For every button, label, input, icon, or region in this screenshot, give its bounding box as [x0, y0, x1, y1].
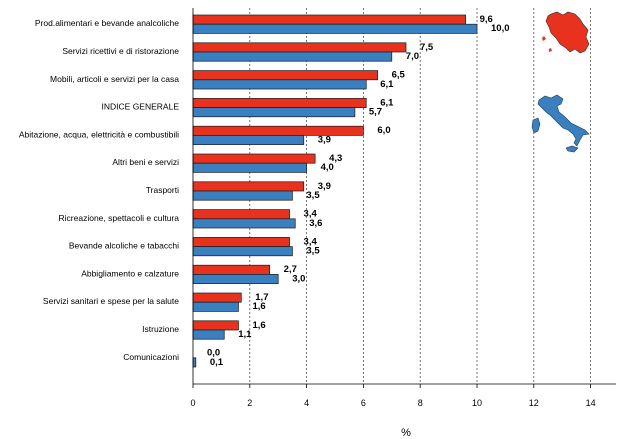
- value-label-toscana: 2,7: [284, 264, 297, 275]
- value-label-toscana: 4,3: [329, 153, 342, 164]
- bar-italia: [192, 274, 279, 284]
- value-label-italia: 0,1: [210, 357, 224, 368]
- bar-toscana: [192, 264, 271, 275]
- value-label-italia: 3,9: [318, 134, 331, 145]
- value-label-italia: 3,0: [292, 273, 305, 284]
- value-label-toscana: 1,6: [252, 320, 265, 331]
- bar-italia: [192, 357, 197, 368]
- value-label-italia: 4,0: [321, 162, 334, 173]
- x-tick-label: 10: [472, 398, 482, 408]
- value-label-toscana: 9,6: [480, 14, 493, 25]
- bar-toscana: [192, 98, 367, 108]
- bars: [192, 14, 478, 368]
- category-label: Abbigliamento e calzature: [81, 268, 179, 278]
- bar-toscana: [192, 14, 466, 25]
- tuscany-map-icon: [542, 11, 590, 54]
- bar-italia: [192, 79, 367, 90]
- bar-toscana: [192, 209, 290, 220]
- bar-italia: [192, 23, 478, 34]
- bar-toscana: [192, 320, 239, 331]
- category-label: Mobili, articoli e servizi per la casa: [50, 74, 179, 84]
- x-tick-label: 2: [247, 398, 252, 408]
- gridlines: [249, 8, 591, 384]
- bar-toscana: [192, 70, 378, 81]
- bar-toscana: [192, 125, 364, 136]
- bar-italia: [192, 329, 225, 340]
- bar-italia: [192, 218, 296, 229]
- category-label: Istruzione: [142, 324, 179, 334]
- x-tick-label: 0: [190, 398, 195, 408]
- bar-italia: [192, 190, 293, 201]
- category-labels: Prod.alimentari e bevande analcoliche Ser…: [19, 18, 179, 362]
- category-label: Comunicazioni: [123, 352, 179, 362]
- bar-italia: [192, 301, 239, 312]
- category-label: Altri beni e servizi: [112, 157, 179, 167]
- bar-toscana: [192, 292, 242, 303]
- value-label-toscana: 6,5: [392, 70, 406, 81]
- category-label: Servizi sanitari e spese per la salute: [43, 296, 179, 306]
- category-label: Ricreazione, spettacoli e cultura: [59, 213, 180, 223]
- value-label-italia: 3,5: [306, 246, 320, 257]
- value-label-toscana: 3,9: [318, 181, 331, 192]
- value-label-toscana: 3,4: [304, 236, 318, 247]
- x-tick-label: 4: [304, 398, 309, 408]
- bar-italia: [192, 246, 293, 257]
- value-label-italia: 5,7: [369, 107, 382, 118]
- italy-map-icon: [531, 94, 590, 153]
- value-label-toscana: 6,1: [380, 97, 394, 108]
- value-label-toscana: 7,5: [420, 42, 434, 53]
- bar-toscana: [192, 153, 316, 164]
- category-label: INDICE GENERALE: [102, 102, 180, 112]
- value-label-toscana: 1,7: [255, 292, 268, 303]
- bar-toscana: [192, 181, 305, 192]
- bar-italia: [192, 51, 393, 62]
- value-label-italia: 1,1: [238, 329, 252, 340]
- category-label: Abitazione, acqua, elettricità e combust…: [19, 129, 179, 139]
- x-tick-label: 14: [586, 398, 596, 408]
- x-tick-label: 12: [529, 398, 539, 408]
- x-tick-label: 8: [418, 398, 423, 408]
- bar-toscana: [192, 237, 290, 247]
- value-label-italia: 7,0: [406, 51, 419, 62]
- bar-toscana: [192, 42, 407, 53]
- value-label-toscana: 0,0: [207, 348, 220, 359]
- category-label: Bevande alcoliche e tabacchi: [69, 241, 179, 251]
- tick-labels: 0 2 4 6 8 10 12 14: [190, 398, 595, 408]
- bar-italia: [192, 107, 356, 118]
- x-tick-label: 6: [361, 398, 366, 408]
- category-label: Prod.alimentari e bevande analcoliche: [35, 18, 179, 28]
- axes: [192, 8, 616, 388]
- value-label-italia: 10,0: [491, 23, 510, 34]
- value-labels: 9,610,07,57,06,56,16,15,76,03,94,34,03,9…: [207, 14, 510, 368]
- category-label: Servizi ricettivi e di ristorazione: [62, 46, 179, 56]
- value-label-italia: 1,6: [252, 301, 265, 312]
- bar-italia: [192, 135, 305, 145]
- value-label-toscana: 3,4: [304, 209, 318, 220]
- value-label-toscana: 6,0: [377, 125, 390, 136]
- x-axis-title: %: [401, 427, 411, 439]
- category-label: Trasporti: [146, 185, 179, 195]
- value-label-italia: 6,1: [380, 79, 394, 90]
- value-label-italia: 3,6: [309, 218, 322, 229]
- value-label-italia: 3,5: [306, 190, 320, 201]
- bar-italia: [192, 162, 307, 173]
